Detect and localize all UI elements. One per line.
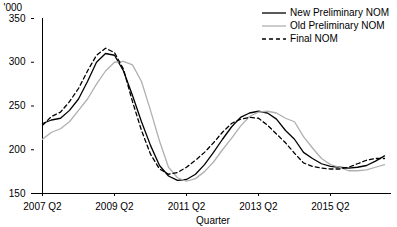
svg-text:200: 200 <box>9 144 26 155</box>
html-text:Old Preliminary NOM: Old Preliminary NOM <box>290 20 385 31</box>
svg-text:2015 Q2: 2015 Q2 <box>311 201 350 212</box>
html-text:Final NOM: Final NOM <box>290 33 338 44</box>
svg-text:2013 Q2: 2013 Q2 <box>239 201 278 212</box>
svg-text:150: 150 <box>9 188 26 199</box>
svg-text:Quarter: Quarter <box>196 215 231 226</box>
svg-text:2007 Q2: 2007 Q2 <box>23 201 62 212</box>
html-text:New Preliminary NOM: New Preliminary NOM <box>290 7 389 18</box>
svg-text:250: 250 <box>9 100 26 111</box>
svg-text:2009 Q2: 2009 Q2 <box>95 201 134 212</box>
svg-text:'000: '000 <box>4 2 23 13</box>
svg-text:350: 350 <box>9 13 26 24</box>
svg-text:300: 300 <box>9 56 26 67</box>
svg-text:2011 Q2: 2011 Q2 <box>168 201 206 212</box>
